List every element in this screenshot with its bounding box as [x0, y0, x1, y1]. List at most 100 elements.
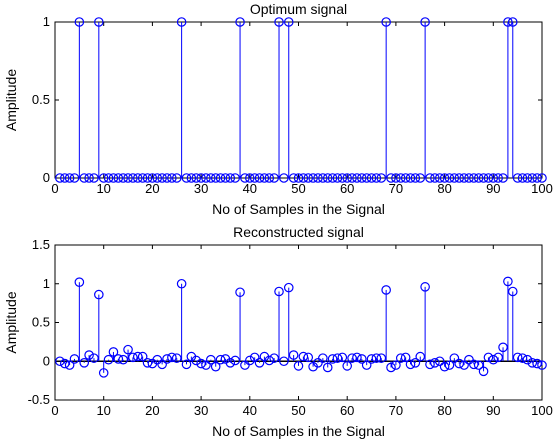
chart2-marker: [434, 356, 445, 367]
chart2-marker: [425, 359, 435, 370]
chart2-marker: [235, 287, 245, 298]
chart1-marker: [79, 173, 90, 183]
chart1-marker: [522, 173, 533, 183]
chart2-marker: [89, 353, 99, 363]
chart2-marker: [283, 282, 294, 293]
chart2-marker: [293, 361, 304, 371]
chart2-marker: [176, 278, 187, 289]
chart1-marker: [89, 173, 99, 183]
chart1-marker: [434, 173, 445, 183]
chart2-axes-frame: [54, 244, 543, 401]
chart1-x-tick-label: 60: [340, 181, 354, 196]
chart1-marker: [439, 173, 450, 183]
chart1-x-tick-label: 100: [531, 181, 553, 196]
chart1-marker: [94, 17, 104, 27]
chart2-marker: [488, 354, 499, 365]
chart1-marker: [84, 173, 94, 183]
chart1-marker: [147, 173, 158, 183]
chart2-y-tick-label: 1.5: [32, 237, 50, 252]
chart1-marker: [235, 17, 245, 27]
chart2-marker: [415, 351, 426, 362]
chart2-marker: [337, 352, 348, 363]
chart1-marker: [493, 173, 503, 183]
chart1-marker: [318, 173, 328, 183]
chart1-marker: [279, 173, 289, 183]
chart1-marker: [425, 173, 435, 183]
chart1-marker: [152, 173, 163, 183]
chart1-y-tick-label: 1: [43, 14, 50, 29]
chart2-marker: [371, 353, 382, 363]
chart1-marker: [361, 173, 372, 183]
chart2-marker: [381, 285, 391, 295]
chart2-marker: [269, 353, 279, 363]
chart2-marker: [439, 361, 450, 372]
chart2-marker: [352, 352, 362, 363]
chart2-y-tick-label: 1: [43, 276, 50, 291]
chart2-marker: [264, 355, 275, 366]
chart1-marker: [322, 173, 333, 183]
chart2-marker: [366, 354, 377, 364]
chart1-x-tick-label: 90: [486, 181, 500, 196]
chart2-x-tick-label: 100: [531, 403, 553, 418]
chart1-marker: [332, 173, 343, 183]
chart2-marker: [473, 360, 484, 370]
chart1-marker: [512, 173, 523, 183]
chart2-marker: [288, 350, 299, 360]
chart2-marker: [303, 352, 314, 363]
chart2-marker: [59, 358, 70, 369]
chart1-marker: [415, 173, 426, 183]
chart2-x-tick-label: 60: [340, 403, 354, 418]
chart1-marker: [176, 17, 187, 27]
chart1-marker: [420, 17, 430, 27]
chart2-marker: [459, 360, 469, 370]
chart2-marker: [517, 353, 528, 363]
chart2-marker: [483, 352, 494, 363]
chart2-y-tick-label: 0: [43, 353, 50, 368]
chart2-x-tick-label: 50: [291, 403, 305, 418]
chart1-marker: [298, 173, 309, 183]
chart2-title: Reconstructed signal: [233, 224, 364, 240]
chart1-marker: [449, 173, 460, 183]
chart1-y-axis-label: Amplitude: [3, 69, 19, 131]
chart1-marker: [352, 173, 362, 183]
chart1-marker: [293, 173, 304, 183]
chart2-marker: [230, 355, 240, 366]
chart1-marker: [240, 173, 250, 183]
chart1-marker: [181, 173, 192, 183]
chart1-marker: [113, 173, 124, 183]
chart1-marker: [269, 173, 279, 183]
chart2-marker: [391, 360, 401, 370]
chart1-marker: [245, 173, 255, 183]
chart2-marker: [430, 357, 440, 368]
chart2-x-axis-label: No of Samples in the Signal: [212, 423, 385, 439]
chart1-marker: [225, 173, 236, 183]
chart2-y-tick-label: 0.5: [32, 315, 50, 330]
chart2-marker: [395, 353, 406, 363]
chart1-marker: [171, 173, 182, 183]
chart1-axes-frame: [54, 21, 543, 179]
chart1-marker: [527, 173, 538, 183]
chart2-marker: [332, 353, 343, 363]
chart2-marker: [298, 351, 309, 362]
chart2-marker: [454, 358, 465, 369]
chart2-marker: [537, 360, 547, 370]
chart1-marker: [118, 173, 128, 183]
chart2-marker: [167, 352, 177, 363]
chart2-marker: [444, 360, 455, 370]
chart1-marker: [142, 173, 153, 183]
chart2-x-tick-label: 20: [145, 403, 159, 418]
chart2-marker: [527, 357, 538, 368]
chart2-marker: [132, 351, 143, 362]
chart1-title: Optimum signal: [250, 1, 347, 17]
chart1-x-tick-label: 30: [194, 181, 208, 196]
chart2-marker: [98, 368, 109, 378]
chart1-marker: [162, 173, 172, 183]
chart2-marker: [449, 353, 460, 363]
chart2-x-tick-label: 90: [486, 403, 500, 418]
chart1-marker: [128, 173, 138, 183]
chart2-marker: [69, 354, 80, 364]
chart2-marker: [254, 357, 265, 368]
chart2-marker: [64, 360, 75, 370]
chart1-marker: [210, 173, 221, 183]
chart2-marker: [386, 362, 396, 373]
